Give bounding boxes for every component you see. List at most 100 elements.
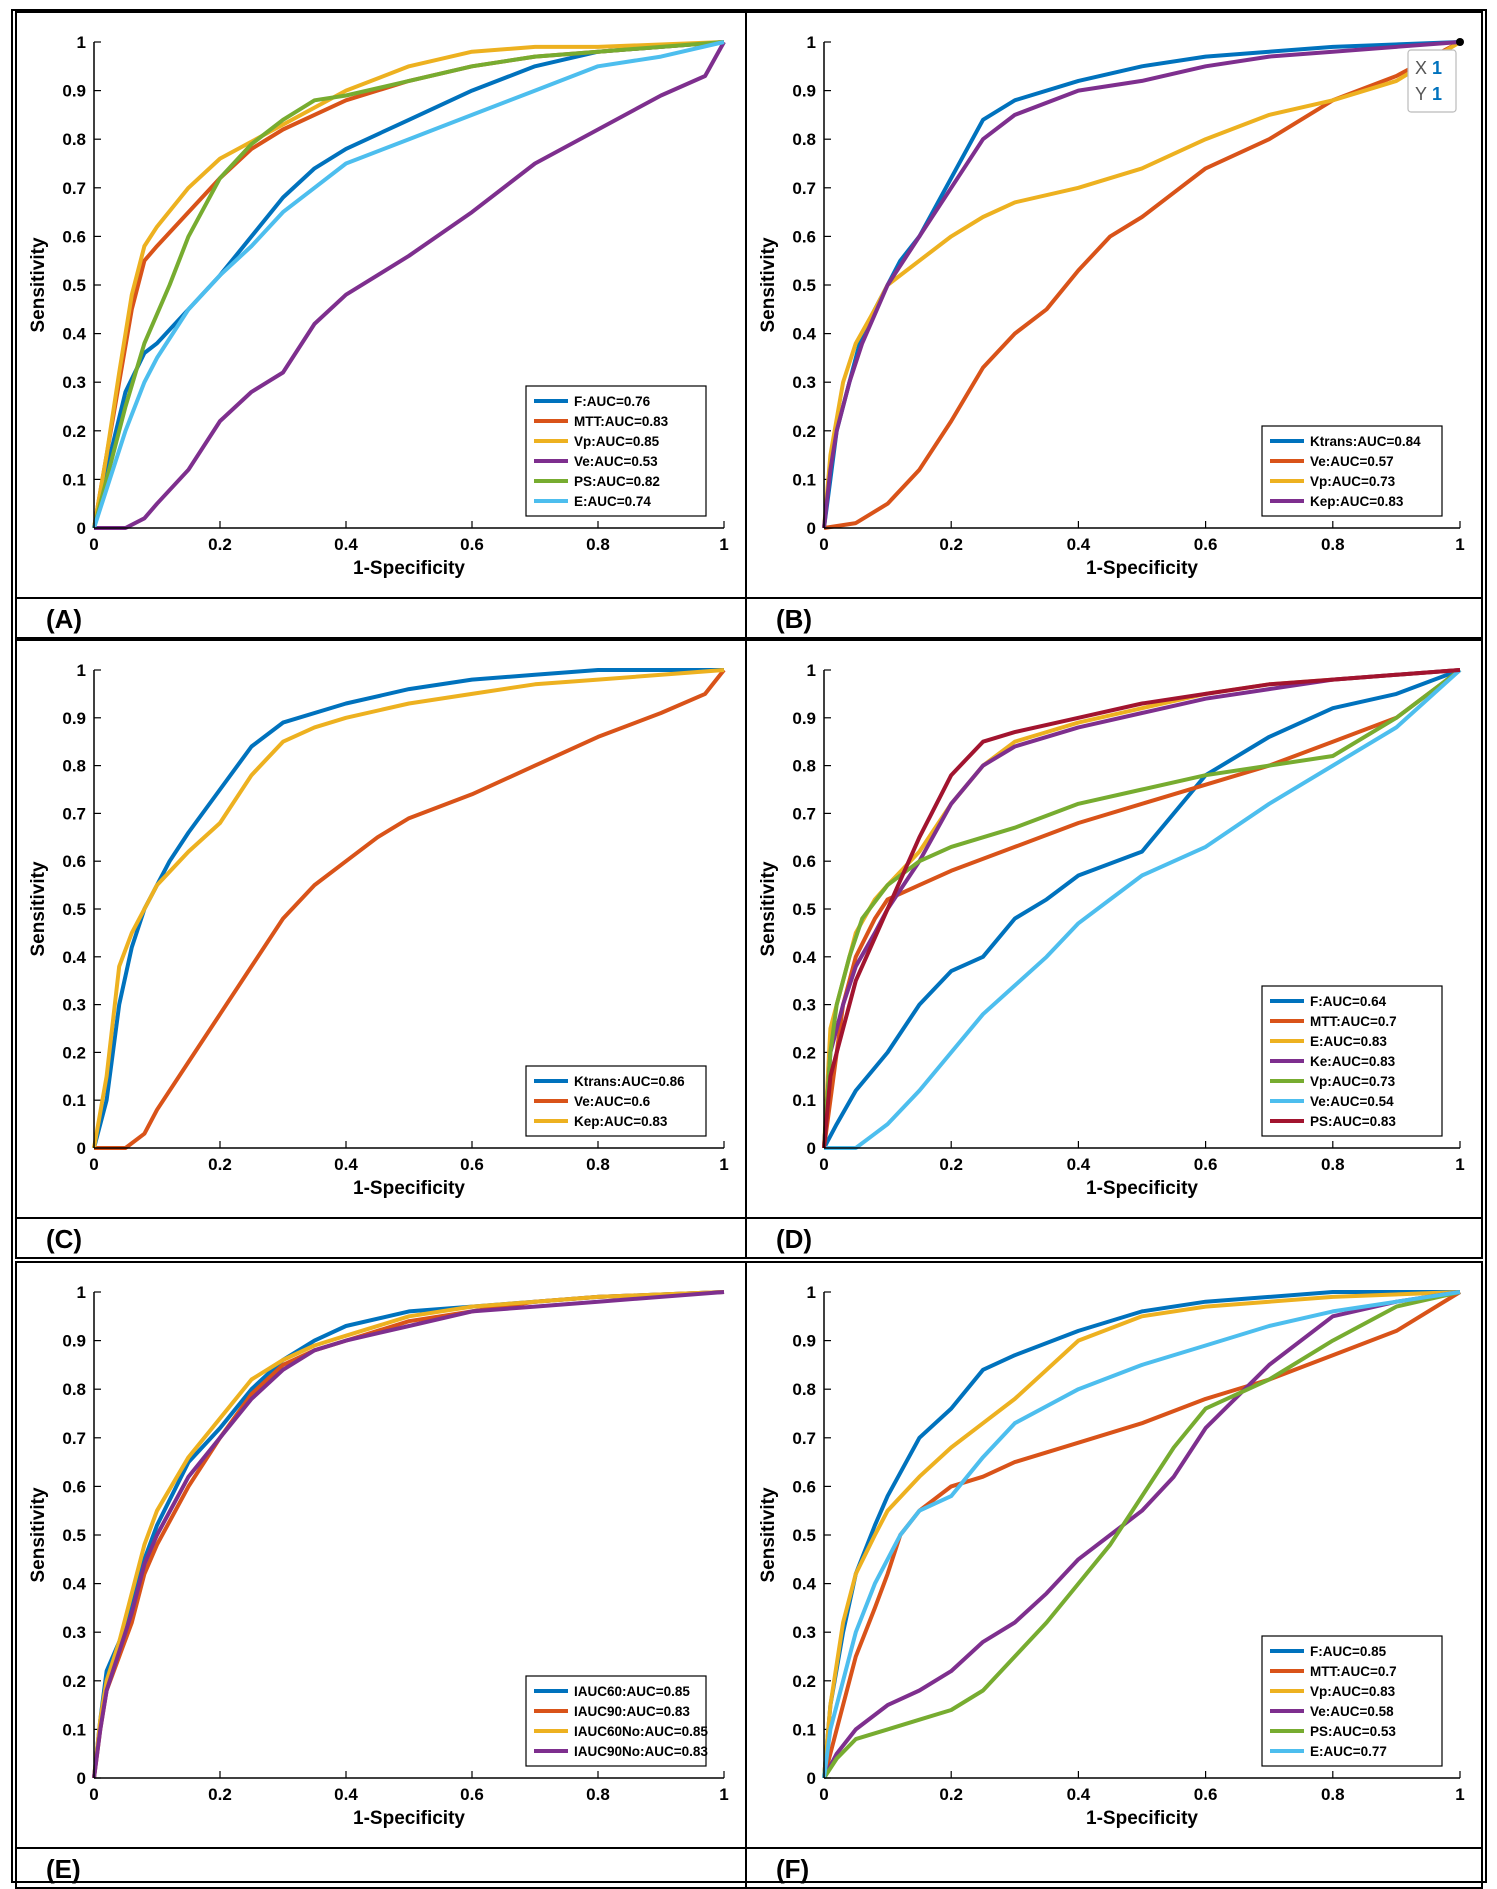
y-tick-label: 0.5	[62, 900, 86, 919]
x-tick-label: 0.4	[334, 535, 358, 554]
roc-line-ps	[822, 1290, 1461, 1780]
y-axis-label: Sensitivity	[758, 1487, 779, 1582]
legend-entry: F:AUC=0.76	[574, 394, 651, 409]
legend-entry: IAUC90No:AUC=0.83	[574, 1744, 708, 1759]
y-tick-label: 0.9	[62, 1332, 86, 1351]
datatip-y-value: 1	[1432, 84, 1442, 104]
roc-line-ve	[823, 40, 1461, 530]
y-axis-label: Sensitivity	[758, 237, 779, 332]
datatip-x-label: X	[1415, 58, 1427, 78]
y-tick-label: 0.6	[62, 1477, 86, 1496]
y-tick-label: 1	[807, 661, 816, 680]
y-tick-label: 0.7	[792, 179, 816, 198]
x-tick-label: 0	[89, 535, 98, 554]
x-tick-label: 0.4	[1067, 535, 1091, 554]
legend-entry: IAUC60No:AUC=0.85	[574, 1724, 708, 1739]
legend-entry: Kep:AUC=0.83	[1310, 494, 1404, 509]
y-tick-label: 0.1	[792, 1720, 816, 1739]
y-tick-label: 0.8	[792, 757, 816, 776]
y-tick-label: 0.2	[62, 1672, 86, 1691]
panel-label: (B)	[776, 604, 812, 634]
x-axis-label: 1-Specificity	[1086, 1808, 1198, 1829]
x-tick-label: 0.8	[1321, 1155, 1345, 1174]
panel-label: (D)	[776, 1224, 812, 1254]
y-tick-label: 0.4	[792, 325, 816, 344]
x-tick-label: 0.8	[1321, 535, 1345, 554]
y-tick-label: 1	[807, 1283, 816, 1302]
roc-line-ve	[824, 668, 1462, 1150]
legend-entry: E:AUC=0.83	[1310, 1034, 1387, 1049]
legend-entry: IAUC90:AUC=0.83	[574, 1704, 690, 1719]
panel-border	[745, 639, 1483, 1259]
y-tick-label: 0.9	[62, 709, 86, 728]
datatip-y-label: Y	[1415, 84, 1427, 104]
y-tick-label: 0	[77, 1769, 86, 1788]
y-tick-label: 0.6	[62, 852, 86, 871]
x-tick-label: 0.4	[334, 1785, 358, 1804]
x-tick-label: 0.6	[460, 535, 484, 554]
y-tick-label: 0.9	[792, 82, 816, 101]
y-tick-label: 0.6	[62, 227, 86, 246]
panel-b: (B) 0 0.1 0.2 0.3 0.4 0.5 0.6 0.7 0.8 0.9 1 0 0.2 0.4 0…	[745, 11, 1483, 639]
y-tick-label: 0	[807, 519, 816, 538]
datatip[interactable]: X 1Y 1	[1407, 38, 1464, 113]
x-tick-label: 1	[719, 535, 728, 554]
legend: F:AUC=0.76 MTT:AUC=0.83 Vp:AUC=0.85 Ve:AUC=…	[525, 385, 707, 517]
panel-c: (C) 0 0.1 0.2 0.3 0.4 0.5 0.6 0.7 0.8 0.9 1 0 0.2 0.4 0…	[15, 639, 747, 1259]
legend-entry: Ke:AUC=0.83	[1310, 1054, 1396, 1069]
legend-entry: Kep:AUC=0.83	[574, 1114, 668, 1129]
legend-entry: Ktrans:AUC=0.86	[574, 1074, 685, 1089]
y-tick-label: 0.1	[62, 1720, 86, 1739]
roc-line-mtt	[822, 1290, 1462, 1779]
y-tick-label: 0.7	[792, 804, 816, 823]
x-tick-label: 1	[719, 1155, 728, 1174]
legend: F:AUC=0.85 MTT:AUC=0.7 Vp:AUC=0.83 Ve:AUC=0…	[1261, 1635, 1443, 1767]
roc-line-kep	[822, 40, 1461, 529]
x-tick-label: 0	[819, 1155, 828, 1174]
roc-line-ke	[822, 668, 1461, 1149]
x-tick-label: 0.2	[208, 535, 232, 554]
legend-entry: PS:AUC=0.83	[1310, 1114, 1396, 1129]
y-tick-label: 0.9	[62, 82, 86, 101]
y-tick-label: 0	[807, 1769, 816, 1788]
panel-label: (E)	[46, 1854, 81, 1884]
datatip-marker	[1456, 38, 1464, 46]
legend-entry: Ve:AUC=0.58	[1310, 1704, 1394, 1719]
y-tick-label: 0.5	[792, 900, 816, 919]
y-tick-label: 0.8	[62, 757, 86, 776]
x-tick-label: 0.6	[1194, 1785, 1218, 1804]
legend-entry: PS:AUC=0.53	[1310, 1724, 1396, 1739]
legend-entry: Ve:AUC=0.57	[1310, 454, 1394, 469]
roc-line-ve	[94, 668, 726, 1150]
x-tick-label: 0.6	[460, 1155, 484, 1174]
x-tick-label: 0.2	[939, 1785, 963, 1804]
y-tick-label: 0.4	[792, 1575, 816, 1594]
x-tick-label: 0.2	[939, 1155, 963, 1174]
x-tick-label: 0.4	[334, 1155, 358, 1174]
legend-entry: Vp:AUC=0.83	[1310, 1684, 1396, 1699]
roc-line-ktrans	[92, 668, 724, 1149]
panel-e: (E) 0 0.1 0.2 0.3 0.4 0.5 0.6 0.7 0.8 0.9 1 0 0.2 0.4 0…	[15, 1261, 747, 1889]
x-tick-label: 0	[89, 1155, 98, 1174]
roc-line-vp	[822, 40, 1462, 529]
panel-label: (F)	[776, 1854, 809, 1884]
y-axis-label: Sensitivity	[28, 861, 49, 956]
y-tick-label: 0	[807, 1139, 816, 1158]
x-tick-label: 1	[1455, 1785, 1464, 1804]
datatip-x-value: 1	[1432, 58, 1442, 78]
y-tick-label: 0	[77, 519, 86, 538]
roc-line-iauc90no	[92, 1290, 725, 1779]
x-axis-label: 1-Specificity	[353, 1808, 465, 1829]
roc-line-vp	[92, 40, 725, 529]
y-tick-label: 0.7	[62, 804, 86, 823]
y-tick-label: 0.1	[792, 1091, 816, 1110]
legend: Ktrans:AUC=0.86 Ve:AUC=0.6 Kep:AUC=0.83	[525, 1065, 707, 1137]
x-tick-label: 0.2	[208, 1155, 232, 1174]
y-tick-label: 0.1	[62, 1091, 86, 1110]
legend-entry: Ve:AUC=0.6	[574, 1094, 651, 1109]
panel-label: (C)	[46, 1224, 82, 1254]
y-tick-label: 0	[77, 1139, 86, 1158]
x-tick-label: 0.6	[1194, 1155, 1218, 1174]
x-tick-label: 0.8	[1321, 1785, 1345, 1804]
